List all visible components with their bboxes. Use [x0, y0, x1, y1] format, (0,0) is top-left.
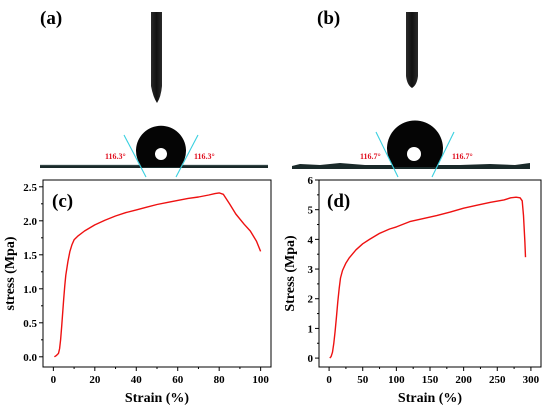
photo-a: (a) 116.3° 116.3° [40, 8, 268, 178]
tangent-right-a [175, 134, 199, 178]
contact-angle-left-a: 116.3° [105, 152, 126, 161]
tangent-right-b [431, 131, 455, 178]
panel-letter-c: (c) [52, 191, 73, 212]
x-tick-label-d: 300 [523, 374, 540, 386]
y-tick-label-d: 4 [308, 234, 314, 246]
x-tick-label-d: 200 [455, 374, 472, 386]
panel-letter-b: (b) [317, 8, 340, 29]
x-tick-label-c: 80 [214, 374, 226, 386]
y-tick-label-d: 6 [308, 175, 314, 187]
tangent-left-a [123, 134, 147, 178]
tangent-left-b [375, 131, 399, 178]
y-tick-label-d: 3 [308, 264, 314, 276]
x-axis-title-d: Strain (%) [398, 391, 463, 406]
y-tick-label-c: 0.0 [23, 352, 37, 364]
plot-frame-d [318, 179, 542, 368]
x-tick-label-d: 0 [326, 374, 332, 386]
y-tick-label-c: 2.5 [23, 182, 37, 194]
x-tick-label-c: 0 [51, 374, 57, 386]
droplet-highlight-a [155, 148, 167, 160]
panel-letter-d: (d) [327, 191, 350, 212]
x-tick-label-d: 150 [422, 374, 439, 386]
y-tick-label-c: 1.0 [23, 284, 37, 296]
x-axis-title-c: Strain (%) [125, 391, 190, 406]
x-tick-label-d: 50 [357, 374, 369, 386]
y-tick-label-c: 0.5 [23, 318, 37, 330]
droplet-highlight-b [407, 147, 421, 161]
panel-letter-a: (a) [40, 8, 62, 29]
y-axis-title-d: Stress (Mpa) [283, 235, 298, 312]
y-tick-label-c: 2.0 [23, 216, 37, 228]
contact-angle-right-b: 116.7° [452, 152, 473, 161]
chart-d: 0 50 100 150 200 250 300 0 1 2 3 4 5 6 (d) Strain (%) St… [283, 175, 542, 406]
y-tick-label-d: 0 [308, 353, 314, 365]
photo-b: (b) 116.7° 116.7° [292, 8, 530, 178]
x-tick-label-c: 20 [89, 374, 101, 386]
x-tick-label-d: 250 [489, 374, 506, 386]
stress-strain-curve-d [329, 196, 527, 359]
x-tick-label-c: 100 [252, 374, 269, 386]
plot-frame-c [42, 179, 272, 368]
x-tick-label-c: 40 [131, 374, 143, 386]
y-tick-label-d: 1 [308, 323, 314, 335]
droplet-a [136, 125, 186, 167]
chart-c: 0 20 40 60 80 100 0.0 0.5 1.0 1.5 2.0 2.5 (c) Strain … [3, 179, 272, 406]
droplet-b [387, 120, 444, 167]
needle-a [151, 12, 162, 103]
x-tick-label-d: 100 [388, 374, 405, 386]
stress-strain-curve-c [54, 192, 262, 358]
y-tick-label-d: 2 [308, 294, 314, 306]
contact-angle-right-a: 116.3° [194, 152, 215, 161]
y-tick-label-d: 5 [308, 205, 314, 217]
y-tick-label-c: 1.5 [23, 250, 37, 262]
contact-angle-left-b: 116.7° [360, 152, 381, 161]
needle-b [406, 12, 418, 88]
x-tick-label-c: 60 [172, 374, 184, 386]
y-axis-title-c: stress (Mpa) [3, 236, 18, 310]
